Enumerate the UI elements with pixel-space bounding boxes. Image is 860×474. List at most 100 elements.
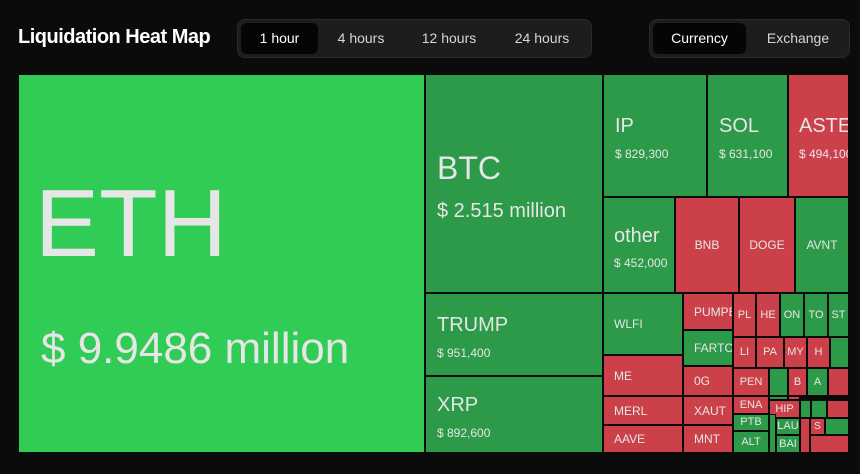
heatmap-tile[interactable]: S [810,418,825,435]
toggle-option[interactable]: Exchange [766,30,830,46]
heatmap-tile[interactable]: BNB [675,197,739,293]
heatmap-tile[interactable]: MERL [603,396,683,425]
heatmap-tile[interactable]: BTC $ 2.515 million [425,74,603,293]
tile-label: WLFI [614,317,643,331]
heatmap-tile[interactable]: ALT [733,431,769,453]
tile-label: ENA [739,398,763,411]
tab[interactable]: 4 hours [337,30,385,46]
tile-label: B [793,375,802,388]
tile-label: BAI [779,437,797,450]
tile-label: HE [760,308,776,321]
tile-value: $ 951,400 [437,346,491,360]
tile-label: other [614,225,660,247]
tile-label: H [814,346,823,358]
heatmap-tile [825,418,849,435]
heatmap-tile[interactable]: MNT [683,425,733,453]
heatmap-tile[interactable]: TO [804,293,828,337]
heatmap-tile[interactable]: PEN [733,368,769,396]
tile-label: S [814,420,821,432]
heatmap-tile[interactable]: AVNT [795,197,849,293]
heatmap-tile[interactable]: PUMPE [683,293,733,330]
heatmap-tile[interactable]: HIP [769,400,800,418]
heatmap-tile[interactable]: AAVE [603,425,683,453]
heatmap-tile[interactable]: ST [828,293,849,337]
heatmap-tile [810,435,849,453]
tile-value: $ 494,100 [799,147,849,161]
heatmap-tile[interactable]: LI [733,337,756,368]
tile-label: 0G [694,374,711,388]
tile-label: PEN [739,375,763,388]
tile-label: MY [787,346,804,358]
tile-label: DOGE [749,238,785,252]
tile-value: $ 892,600 [437,426,491,440]
heatmap-tile[interactable]: WLFI [603,293,683,355]
heatmap-tile [769,368,788,396]
heatmap-tile[interactable]: TRUMP $ 951,400 [425,293,603,376]
tile-label: BTC [437,150,501,186]
page-title: Liquidation Heat Map [18,26,211,48]
tile-label: LI [739,346,750,358]
tile-label: PL [737,308,752,321]
tab[interactable]: 12 hours [421,30,477,46]
heatmap-tile[interactable]: BAI [776,435,800,453]
tile-label: XRP [437,394,479,416]
heatmap-tile[interactable]: ETH $ 9.9486 million [18,74,425,453]
tile-label: ALT [741,435,761,448]
heatmap-tile[interactable]: other $ 452,000 [603,197,675,293]
heatmap-tile[interactable]: ENA [733,396,769,414]
heatmap-tile[interactable]: FARTC [683,330,733,366]
heatmap-tile[interactable]: ME [603,355,683,396]
tile-label: XAUT [694,403,727,418]
heatmap-tile[interactable]: ON [780,293,804,337]
heatmap-tile[interactable]: MY [784,337,807,368]
tile-label: AVNT [806,238,838,252]
toggle-option[interactable]: Currency [653,23,746,54]
heatmap-tile [788,396,800,400]
tile-value: $ 2.515 million [437,200,566,222]
heatmap-tile [800,400,811,418]
heatmap-tile[interactable]: PL [733,293,756,337]
view-toggle: Currency Exchange [649,19,850,58]
heatmap-tile[interactable]: IP $ 829,300 [603,74,707,197]
tile-value: $ 829,300 [615,147,669,161]
heatmap-tile[interactable]: SOL $ 631,100 [707,74,788,197]
tile-label: TO [808,308,824,321]
heatmap-tile [800,418,810,453]
tab[interactable]: 24 hours [514,30,570,46]
tile-label: TRUMP [437,314,509,336]
tile-label: BNB [694,238,720,252]
tile-label: MERL [614,403,648,418]
tile-label: PA [763,346,777,358]
heatmap-tile[interactable]: H [807,337,830,368]
tile-label: FARTC [694,341,733,355]
heatmap-tile[interactable]: XRP $ 892,600 [425,376,603,453]
heatmap-tile[interactable]: 0G [683,366,733,396]
tile-value: $ 452,000 [614,256,668,270]
tile-label: ON [783,308,801,321]
heatmap-tile[interactable]: HE [756,293,780,337]
tile-label: HIP [775,402,794,415]
heatmap-tile[interactable]: A [807,368,828,396]
tile-label: PUMPE [694,304,733,319]
heatmap-tile[interactable]: LAU [776,418,800,435]
timeframe-tabs: 1 hour 4 hours 12 hours 24 hours [237,19,592,58]
tile-label: AAVE [614,432,646,446]
heatmap-tile [769,396,788,400]
tile-label: PTB [740,416,762,428]
tile-label: IP [615,115,634,137]
heatmap-tile [830,337,849,368]
heatmap-tile [828,368,849,396]
heatmap-tile [827,400,849,418]
heatmap-tile[interactable]: XAUT [683,396,733,425]
heatmap-tile[interactable]: B [788,368,807,396]
tile-value: $ 631,100 [719,147,773,161]
heatmap-tile[interactable]: PTB [733,414,769,431]
tab[interactable]: 1 hour [241,23,318,54]
tile-label: ME [614,368,632,383]
heatmap-tile[interactable]: ASTER $ 494,100 [788,74,849,197]
heatmap-tile[interactable]: DOGE [739,197,795,293]
tile-label: MNT [694,432,720,446]
heatmap-tile[interactable]: PA [756,337,784,368]
